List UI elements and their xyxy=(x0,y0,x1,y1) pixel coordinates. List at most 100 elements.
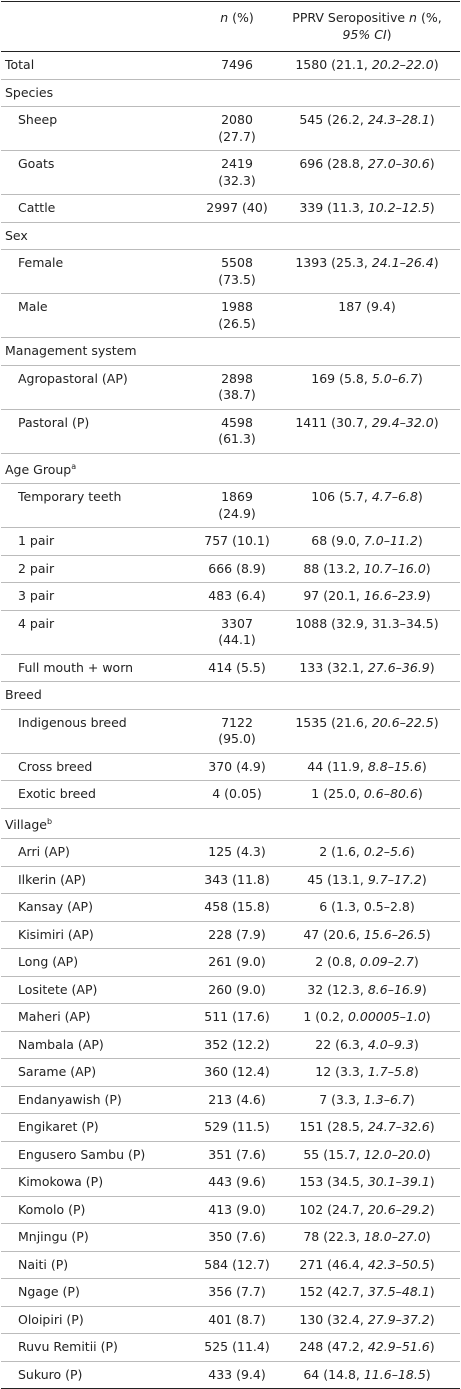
header-cell: PPRV Seropositive n (%, 95% CI) xyxy=(274,1,460,52)
text: ) xyxy=(425,1366,431,1382)
italic-text: 11.6–18.5 xyxy=(363,1366,426,1382)
label-cell: 1 pair xyxy=(1,527,200,556)
label-cell: Maheri (AP) xyxy=(1,1003,200,1032)
sero-cell: 1393 (25.3, 24.1–26.4) xyxy=(274,249,460,294)
text: ) xyxy=(429,1174,435,1190)
text: 64 (14.8, xyxy=(303,1366,364,1382)
row: Engikaret (P) 529 (11.5) 151 (28.5, 24.7–3… xyxy=(1,1113,460,1142)
row: Engusero Sambu (P) 351 (7.6) 55 (15.7, 12.… xyxy=(1,1141,460,1170)
text: ) xyxy=(429,156,435,171)
text: 3 pair xyxy=(18,588,55,604)
sero-cell: 78 (22.3, 18.0–27.0) xyxy=(274,1223,460,1252)
n-cell: 4598 (61.3) xyxy=(200,409,274,454)
italic-text: 10.2–12.5 xyxy=(367,200,430,215)
text: Komolo (P) xyxy=(18,1201,86,1217)
section-row: Species xyxy=(1,79,460,107)
label-cell: Sarame (AP) xyxy=(1,1058,200,1087)
label-cell: 2 pair xyxy=(1,555,200,584)
n-cell: 360 (12.4) xyxy=(200,1058,274,1087)
text: ) xyxy=(421,981,427,997)
text: 169 (5.8, xyxy=(311,370,372,386)
label-cell: Female xyxy=(1,249,200,294)
italic-text: 5.0–6.7 xyxy=(371,370,418,386)
text: 44 (11.9, xyxy=(307,758,368,774)
italic-text: 42.9–51.6 xyxy=(367,1339,430,1355)
italic-text: 4.7–6.8 xyxy=(371,489,418,505)
text: 248 (47.2, xyxy=(299,1339,368,1355)
text: 125 (4.3) xyxy=(208,844,266,860)
text: ) xyxy=(429,1284,435,1300)
n-cell: 483 (6.4) xyxy=(200,582,274,611)
text: 1535 (21.6, xyxy=(295,714,372,730)
text: Kansay (AP) xyxy=(18,899,93,915)
row: 3 pair 483 (6.4) 97 (20.1, 16.6–23.9) xyxy=(1,582,460,611)
text: 97 (20.1, xyxy=(303,588,364,604)
text: Sheep xyxy=(18,112,58,127)
text: ) xyxy=(429,1256,435,1272)
sero-cell: 1 (0.2, 0.00005–1.0) xyxy=(274,1003,460,1032)
text: 153 (34.5, xyxy=(299,1174,368,1190)
text: Sex xyxy=(5,227,28,243)
text: Ruvu Remitii (P) xyxy=(18,1339,118,1355)
text: ) xyxy=(413,1036,419,1052)
row: Komolo (P) 413 (9.0) 102 (24.7, 20.6–29.2) xyxy=(1,1196,460,1225)
text: Village xyxy=(5,816,47,832)
row: Maheri (AP) 511 (17.6) 1 (0.2, 0.00005–1.0… xyxy=(1,1003,460,1032)
text: 271 (46.4, xyxy=(299,1256,368,1272)
text: Sukuro (P) xyxy=(18,1366,83,1382)
text: Long (AP) xyxy=(18,954,79,970)
text: Male xyxy=(18,299,48,314)
text: 483 (6.4) xyxy=(208,588,266,604)
label-cell: Long (AP) xyxy=(1,948,200,977)
section-label: Breed xyxy=(1,681,460,710)
n-cell: 433 (9.4) xyxy=(200,1361,274,1389)
italic-text: 37.5–48.1 xyxy=(367,1284,430,1300)
text: 696 (28.8, xyxy=(299,156,368,171)
row: Nambala (AP) 352 (12.2) 22 (6.3, 4.0–9.3) xyxy=(1,1031,460,1060)
text: Exotic breed xyxy=(18,786,96,802)
text: 2080 (27.7) xyxy=(218,112,256,144)
n-cell: 261 (9.0) xyxy=(200,948,274,977)
row: Exotic breed 4 (0.05) 1 (25.0, 0.6–80.6) xyxy=(1,780,460,809)
text: ) xyxy=(421,758,427,774)
text: 45 (13.1, xyxy=(307,871,368,887)
italic-text: 9.7–17.2 xyxy=(367,871,422,887)
label-cell: Lositete (AP) xyxy=(1,976,200,1005)
n-cell: 352 (12.2) xyxy=(200,1031,274,1060)
text: ) xyxy=(409,1091,415,1107)
table-header: n (%) PPRV Seropositive n (%, 95% CI) xyxy=(1,1,460,52)
header-row: n (%) PPRV Seropositive n (%, 95% CI) xyxy=(1,1,460,52)
header-cell: n (%) xyxy=(200,1,274,52)
footnote-mark: b xyxy=(46,816,53,826)
section-row: Age Groupa xyxy=(1,453,460,485)
text: ) xyxy=(425,560,431,576)
label-cell: Cross breed xyxy=(1,753,200,782)
italic-text: n xyxy=(409,10,417,25)
row: Agropastoral (AP) 2898 (38.7) 169 (5.8, 5.… xyxy=(1,365,460,410)
row: Kansay (AP) 458 (15.8) 6 (1.3, 0.5–2.8) xyxy=(1,893,460,922)
text: 261 (9.0) xyxy=(208,954,266,970)
sero-cell: 88 (13.2, 10.7–16.0) xyxy=(274,555,460,584)
n-cell: 356 (7.7) xyxy=(200,1278,274,1307)
text: 5508 (73.5) xyxy=(218,255,256,287)
n-cell: 401 (8.7) xyxy=(200,1306,274,1335)
text: 370 (4.9) xyxy=(208,758,266,774)
n-cell: 458 (15.8) xyxy=(200,893,274,922)
row: Full mouth + worn 414 (5.5) 133 (32.1, 27.… xyxy=(1,654,460,683)
text: 360 (12.4) xyxy=(204,1064,270,1080)
text: 1393 (25.3, xyxy=(295,255,372,270)
sero-cell: 187 (9.4) xyxy=(274,293,460,338)
row: Ngage (P) 356 (7.7) 152 (42.7, 37.5–48.1) xyxy=(1,1278,460,1307)
row: Mnjingu (P) 350 (7.6) 78 (22.3, 18.0–27.0) xyxy=(1,1223,460,1252)
sero-cell: 1535 (21.6, 20.6–22.5) xyxy=(274,709,460,754)
section-row: Management system xyxy=(1,337,460,366)
text: ) xyxy=(433,57,439,72)
text: 584 (12.7) xyxy=(204,1256,270,1272)
text: 414 (5.5) xyxy=(208,659,266,675)
italic-text: 0.6–80.6 xyxy=(363,786,418,802)
text: Sarame (AP) xyxy=(18,1064,97,1080)
text: ) xyxy=(421,871,427,887)
text: 228 (7.9) xyxy=(208,926,266,942)
text: ) xyxy=(417,786,423,802)
